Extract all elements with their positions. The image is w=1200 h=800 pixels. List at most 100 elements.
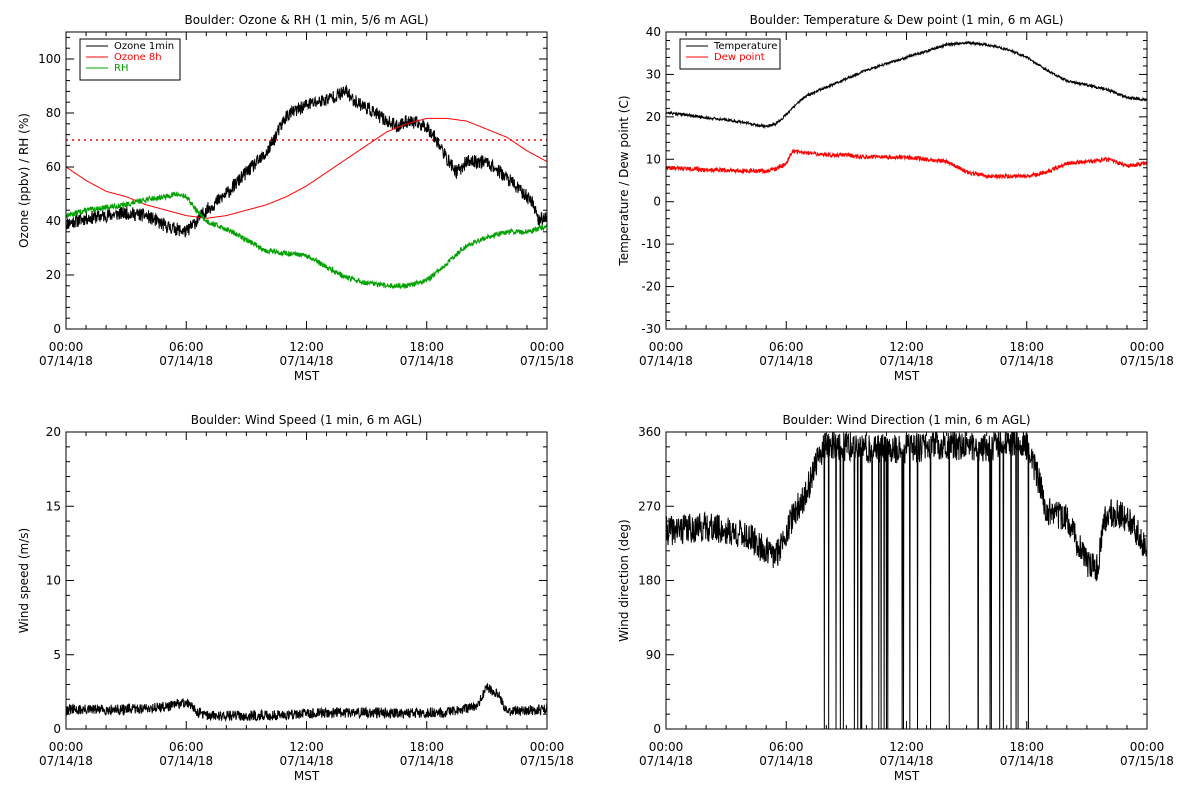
y-tick-label: 100 [38, 52, 61, 66]
y-tick-label: 90 [646, 648, 661, 662]
y-tick-label: 60 [46, 160, 61, 174]
plot-data [666, 432, 1147, 729]
y-tick-label: 10 [46, 574, 61, 588]
x-tick-label: 18:00 [409, 740, 444, 754]
legend-label: Ozone 8h [114, 52, 162, 63]
plot-data [66, 84, 547, 290]
x-tick-label: 06:00 [169, 740, 204, 754]
y-tick-label: 0 [653, 195, 661, 209]
series-line-1 [66, 683, 547, 723]
plot-data [66, 683, 547, 723]
y-tick-label: 0 [653, 722, 661, 736]
legend-label: Ozone 1min [114, 41, 174, 52]
x-tick-label: 07/14/18 [159, 354, 213, 368]
x-tick-label: 07/14/18 [39, 354, 93, 368]
x-tick-label: 07/14/18 [280, 354, 334, 368]
chart-title: Boulder: Wind Direction (1 min, 6 m AGL) [782, 413, 1030, 427]
legend-label: Dew point [714, 52, 765, 63]
x-tick-label: 07/14/18 [400, 754, 454, 768]
legend-label: RH [114, 63, 128, 74]
chart-panel-2: Boulder: Temperature & Dew point (1 min,… [617, 13, 1174, 383]
y-tick-label: 10 [646, 152, 661, 166]
y-tick-label: 360 [638, 425, 661, 439]
y-tick-label: -10 [641, 237, 661, 251]
x-tick-label: 07/14/18 [880, 754, 934, 768]
x-tick-label: 07/14/18 [1000, 354, 1054, 368]
x-tick-label: 07/15/18 [1120, 354, 1174, 368]
y-tick-label: 20 [46, 268, 61, 282]
x-tick-label: 07/15/18 [1120, 754, 1174, 768]
y-tick-label: 180 [638, 574, 661, 588]
y-tick-label: 0 [53, 722, 61, 736]
x-tick-label: 12:00 [289, 740, 324, 754]
x-tick-label: 18:00 [409, 340, 444, 354]
x-tick-label: 07/14/18 [639, 754, 693, 768]
y-tick-label: -30 [641, 322, 661, 336]
y-tick-label: -20 [641, 280, 661, 294]
plot-frame [665, 431, 1148, 730]
y-tick-label: 0 [53, 322, 61, 336]
x-tick-label: 07/14/18 [759, 754, 813, 768]
x-tick-label: 07/14/18 [159, 754, 213, 768]
legend-box [679, 38, 781, 70]
x-tick-label: 07/15/18 [520, 354, 574, 368]
x-tick-label: 00:00 [49, 740, 84, 754]
x-tick-label: 00:00 [49, 340, 84, 354]
series-line-2 [66, 117, 547, 219]
chart-title: Boulder: Ozone & RH (1 min, 5/6 m AGL) [184, 13, 428, 27]
plot-data [666, 40, 1147, 180]
x-axis-label: MST [894, 369, 920, 383]
x-tick-label: 07/14/18 [400, 354, 454, 368]
x-tick-label: 00:00 [1130, 740, 1165, 754]
plot-frame [65, 431, 548, 730]
chart-title: Boulder: Temperature & Dew point (1 min,… [750, 13, 1064, 27]
x-axis-label: MST [294, 369, 320, 383]
y-tick-label: 40 [646, 25, 661, 39]
plot-frame [665, 31, 1148, 330]
x-tick-label: 07/14/18 [880, 354, 934, 368]
chart-panel-1: Boulder: Ozone & RH (1 min, 5/6 m AGL)00… [17, 13, 574, 383]
x-axis-label: MST [294, 769, 320, 783]
series-line-1 [666, 432, 1147, 729]
y-tick-label: 15 [46, 499, 61, 513]
x-tick-label: 07/14/18 [639, 354, 693, 368]
chart-panel-4: Boulder: Wind Direction (1 min, 6 m AGL)… [617, 413, 1174, 783]
x-tick-label: 18:00 [1009, 740, 1044, 754]
y-axis-label: Ozone (ppbv) / RH (%) [17, 113, 31, 248]
x-tick-label: 00:00 [1130, 340, 1165, 354]
y-tick-label: 40 [46, 214, 61, 228]
legend-label: Temperature [713, 41, 777, 52]
series-line-2 [666, 148, 1147, 180]
x-tick-label: 12:00 [889, 740, 924, 754]
y-tick-label: 270 [638, 499, 661, 513]
y-axis-label: Temperature / Dew point (C) [617, 95, 631, 266]
x-tick-label: 12:00 [889, 340, 924, 354]
x-tick-label: 06:00 [169, 340, 204, 354]
chart-panel-3: Boulder: Wind Speed (1 min, 6 m AGL) 00:0… [17, 413, 574, 783]
x-tick-label: 07/14/18 [1000, 754, 1054, 768]
series-line-1 [66, 84, 547, 238]
x-tick-label: 18:00 [1009, 340, 1044, 354]
x-tick-label: 07/14/18 [280, 754, 334, 768]
y-tick-label: 20 [646, 110, 661, 124]
y-tick-label: 30 [646, 67, 661, 81]
y-tick-label: 20 [46, 425, 61, 439]
y-axis-label: Wind direction (deg) [617, 519, 631, 641]
series-line-3 [66, 191, 547, 290]
x-tick-label: 07/14/18 [759, 354, 813, 368]
x-tick-label: 00:00 [649, 740, 684, 754]
y-tick-label: 5 [53, 648, 61, 662]
x-axis-label: MST [894, 769, 920, 783]
x-tick-label: 00:00 [530, 740, 565, 754]
x-tick-label: 00:00 [530, 340, 565, 354]
x-tick-label: 00:00 [649, 340, 684, 354]
chart-title: Boulder: Wind Speed (1 min, 6 m AGL) [191, 413, 423, 427]
y-tick-label: 80 [46, 106, 61, 120]
x-tick-label: 06:00 [769, 740, 804, 754]
x-tick-label: 07/14/18 [39, 754, 93, 768]
y-axis-label: Wind speed (m/s) [17, 528, 31, 633]
x-tick-label: 07/15/18 [520, 754, 574, 768]
